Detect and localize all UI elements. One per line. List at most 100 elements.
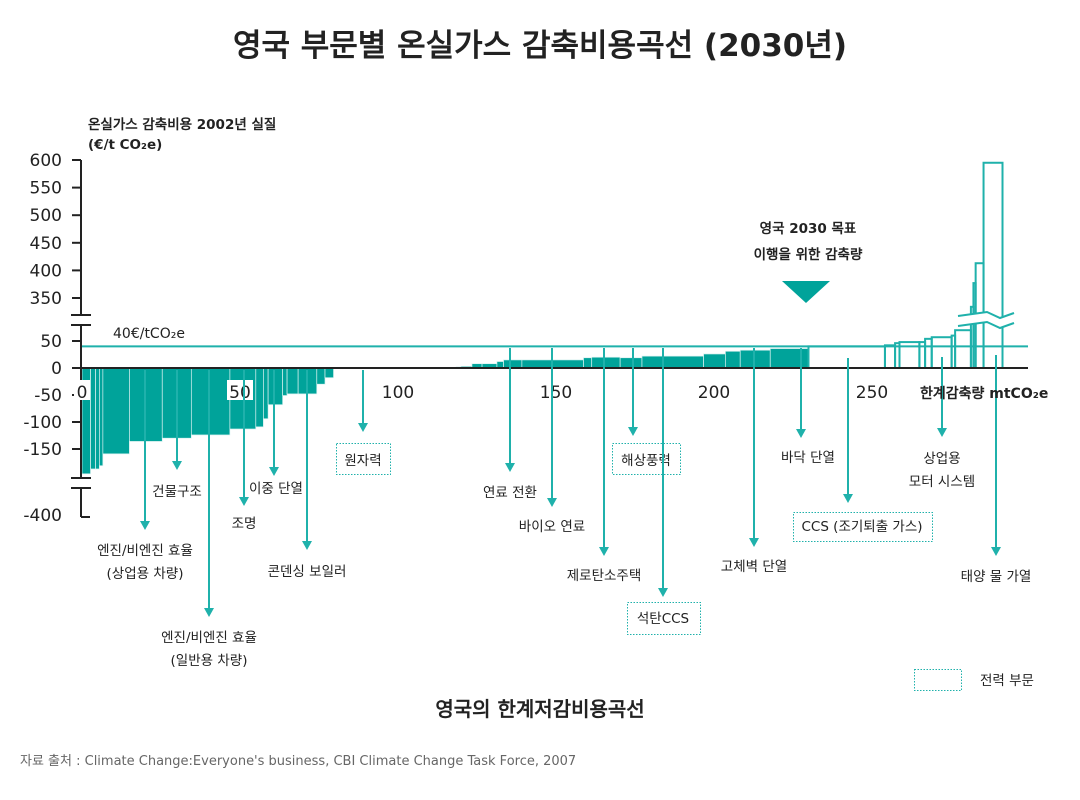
annotation-7: 연료 전환 (483, 348, 537, 501)
annotation-label: 조명 (232, 516, 257, 532)
x-tick-label-2: 100 (382, 383, 414, 403)
arrow-down-icon (358, 423, 368, 432)
annotation-label: 제로탄소주택 (567, 568, 642, 584)
legend-label-power: 전력 부문 (980, 673, 1034, 689)
y-tick-label-upper-1: 550 (30, 179, 62, 199)
y-tick-label-lower-5: -400 (23, 506, 62, 526)
annotation-10: 해상풍력 (612, 348, 681, 475)
bar-16 (324, 367, 334, 379)
annotation-label: 상업용 (923, 451, 960, 467)
x-tick-bg-4 (696, 380, 732, 400)
annotation-label-line2: (일반용 차량) (171, 653, 248, 669)
bar-4 (102, 367, 130, 455)
bar-3 (99, 367, 104, 467)
annotation-1: 건물구조 (152, 370, 202, 500)
y-tick-label-upper-3: 450 (30, 234, 62, 254)
arrow-down-icon (269, 467, 279, 476)
bar-45 (982, 161, 1004, 369)
bar-31 (739, 349, 771, 369)
annotation-label: 콘덴싱 보일러 (268, 564, 347, 580)
annotation-label: 엔진/비엔진 효율 (97, 543, 193, 559)
annotation-3: 엔진/비엔진 효율 (일반용 차량) (161, 370, 257, 669)
annotation-6: 콘덴싱 보일러 (268, 370, 347, 580)
bar-28 (641, 355, 704, 369)
x-tick-bg-5 (854, 380, 890, 400)
annotation-label: CCS (조기퇴출 가스) (801, 519, 922, 535)
annotation-11: 석탄CCS (627, 348, 701, 635)
bar-23 (503, 359, 523, 369)
bar-2 (95, 367, 100, 470)
y-tick-label-lower-3: -100 (23, 413, 62, 433)
arrow-down-icon (937, 428, 947, 437)
annotation-label: 이중 단열 (249, 481, 303, 497)
bar-11 (267, 367, 284, 406)
arrow-down-icon (843, 494, 853, 503)
annotation-12: 고체벽 단열 (721, 348, 787, 575)
power-sector-label-box (612, 443, 681, 475)
power-sector-label-box (336, 443, 391, 475)
x-axis-label: 한계감축량 mtCO₂e (920, 385, 1048, 402)
annotation-label: 엔진/비엔진 효율 (161, 630, 257, 646)
y-tick-label-lower-4: -150 (23, 440, 62, 460)
annotation-2: 엔진/비엔진 효율 (상업용 차량) (97, 370, 193, 582)
bar-27 (619, 357, 643, 369)
annotation-16: 태양 물 가열 (961, 355, 1032, 585)
y-tick-label-upper-0: 600 (30, 151, 62, 171)
bar-25 (583, 357, 593, 369)
target-marker-triangle-icon (782, 281, 830, 303)
target-label-line1: 영국 2030 목표 (760, 220, 857, 237)
source-note: 자료 출처 : Climate Change:Everyone's busine… (20, 754, 576, 769)
annotation-label-line2: (상업용 차량) (107, 566, 184, 582)
legend-swatch-power (914, 669, 962, 691)
bar-33 (807, 345, 886, 369)
bar-9 (255, 367, 264, 428)
bar-32 (769, 348, 809, 369)
arrow-down-icon (204, 608, 214, 617)
bar-15 (316, 367, 326, 385)
x-tick-label-4: 200 (698, 383, 730, 403)
arrow-down-icon (658, 588, 668, 597)
bar-34 (883, 344, 897, 370)
x-tick-bg-2 (380, 380, 416, 400)
annotation-label: 바닥 단열 (781, 450, 835, 466)
arrow-down-icon (796, 429, 806, 438)
x-tick-bg-0 (74, 380, 90, 400)
bar-41 (954, 329, 972, 370)
arrow-down-icon (991, 547, 1001, 556)
x-tick-label-3: 150 (540, 383, 572, 403)
arrow-down-icon (505, 463, 515, 472)
target-label-line2: 이행을 위한 감축량 (754, 246, 863, 263)
annotation-label: 고체벽 단열 (721, 559, 787, 575)
arrow-down-icon (749, 538, 759, 547)
chart-subtitle: 영국의 한계저감비용곡선 (435, 697, 644, 721)
arrow-down-icon (547, 498, 557, 507)
y-tick-label-lower-1: 0 (51, 359, 62, 379)
arrow-down-icon (140, 521, 150, 530)
break-line-bottom (957, 320, 1015, 330)
x-tick-bg-3 (538, 380, 574, 400)
bar-30 (725, 350, 741, 369)
annotation-label: 연료 전환 (483, 485, 537, 501)
power-sector-label-box (793, 512, 933, 542)
break-line-top (957, 310, 1015, 320)
annotation-label: 해상풍력 (621, 453, 671, 469)
bar-29 (703, 353, 726, 369)
upper-break-marker (957, 310, 1015, 330)
annotation-label: 태양 물 가열 (961, 569, 1032, 585)
annotation-14: CCS (조기퇴출 가스) (793, 358, 933, 542)
annotation-5: 이중 단열 (249, 370, 303, 497)
y-tick-label-lower-2: -50 (34, 386, 62, 406)
reference-line-label: 40€/tCO₂e (113, 326, 185, 342)
arrow-down-icon (599, 547, 609, 556)
x-tick-label-1: 50 (229, 383, 251, 403)
y-axis-label-line2: (€/t CO₂e) (88, 137, 162, 153)
arrow-down-icon (628, 427, 638, 436)
bar-12 (282, 367, 288, 396)
arrow-down-icon (239, 497, 249, 506)
x-tick-bg-1 (227, 380, 253, 400)
annotation-label: 원자력 (344, 453, 381, 469)
arrow-down-icon (172, 461, 182, 470)
